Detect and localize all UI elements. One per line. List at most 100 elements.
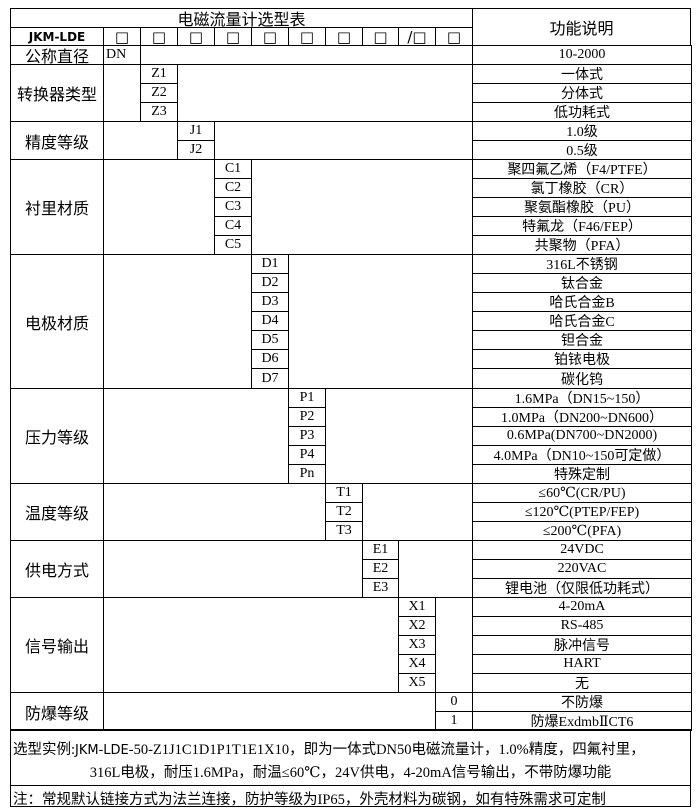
option-description: 4.0MPa（DN10~150可定做） [472,445,692,465]
option-description: 脉冲信号 [472,635,692,655]
option-code: T1 [325,483,363,503]
option-description: 钽合金 [472,330,692,350]
option-description: HART [472,654,692,674]
option-code: D1 [251,254,289,274]
option-description: 哈氏合金B [472,292,692,312]
option-code: C2 [214,178,252,198]
section-label: 精度等级 [10,121,104,160]
option-description: 0.5级 [472,140,692,160]
section-label: 防爆等级 [10,692,104,731]
section-label: 温度等级 [10,483,104,541]
option-code: D3 [251,292,289,312]
note: 注：常规默认链接方式为法兰连接，防护等级为IP65，外壳材料为碳钢，如有特殊需求… [10,785,691,808]
selection-example: 选型实例:JKM-LDE-50-Z1J1C1D1P1T1E1X10，即为一体式D… [10,729,691,786]
code-box-placeholder: /□ [398,27,436,46]
option-description: 1.6MPa（DN15~150） [472,388,692,408]
section-label: 压力等级 [10,388,104,484]
section-label: 供电方式 [10,540,104,598]
section-label: 转换器类型 [10,64,104,122]
option-code: X2 [398,616,436,636]
option-description: 一体式 [472,64,692,84]
option-description: 10-2000 [472,45,692,65]
code-box-placeholder: □ [103,27,141,46]
empty-cell [103,64,141,122]
option-description: 防爆ExdmbⅡCT6 [472,711,692,731]
empty-cell [177,64,473,122]
option-description: RS-485 [472,616,692,636]
option-code: 1 [435,711,473,731]
note-text: 注：常规默认链接方式为法兰连接，防护等级为IP65，外壳材料为碳钢，如有特殊需求… [13,792,606,808]
example-model: JKM-LDE [75,743,129,758]
option-description: 220VAC [472,559,692,579]
empty-cell [103,254,252,389]
option-code: E2 [362,559,399,579]
option-code: D5 [251,330,289,350]
model-prefix: JKM-LDE [10,27,104,46]
option-code: J2 [177,140,215,160]
option-code: X4 [398,654,436,674]
empty-cell [103,483,326,541]
option-description: 共聚物（PFA） [472,235,692,255]
option-description: 无 [472,673,692,693]
option-description: 0.6MPa(DN700~DN2000) [472,426,692,446]
option-description: ≤120℃(PTEP/FEP) [472,502,692,522]
empty-cell [103,121,178,160]
section-label: 电极材质 [10,254,104,389]
option-description: ≤200℃(PFA) [472,521,692,541]
option-description: 锂电池（仅限低功耗式） [472,578,692,598]
empty-cell [103,388,289,484]
option-description: 24VDC [472,540,692,560]
option-code: T3 [325,521,363,541]
option-code: C4 [214,216,252,236]
example-line-2: 316L电极，耐压1.6MPa，耐温≤60℃，24V供电，4-20mA信号输出，… [89,765,612,781]
code-box-placeholder: □ [325,27,363,46]
example-prefix: 选型实例: [13,742,76,758]
example-code: -50-Z1J1C1D1P1T1E1X10，即为一体式DN50电磁流量计，1.0… [128,742,645,758]
empty-cell [435,597,473,693]
option-description: 不防爆 [472,692,692,712]
option-description: 钛合金 [472,273,692,293]
option-code: D6 [251,349,289,369]
empty-cell [103,540,363,598]
section-label: 公称直径 [10,45,104,65]
code-box-placeholder: □ [362,27,399,46]
option-description: 聚四氟乙烯（F4/PTFE） [472,159,692,179]
option-description: 分体式 [472,83,692,103]
option-code: P2 [288,407,326,427]
empty-cell [103,159,215,255]
empty-cell [103,692,436,731]
option-description: ≤60℃(CR/PU) [472,483,692,503]
option-code: Z2 [140,83,178,103]
option-code: X1 [398,597,436,617]
empty-cell [140,45,473,65]
option-code: E3 [362,578,399,598]
option-code: X3 [398,635,436,655]
section-label: 信号输出 [10,597,104,693]
option-description: 铂铱电极 [472,349,692,369]
code-box-placeholder: □ [140,27,178,46]
code-box-placeholder: □ [435,27,473,46]
option-description: 特殊定制 [472,464,692,484]
code-box-placeholder: □ [288,27,326,46]
empty-cell [362,483,473,541]
option-code: T2 [325,502,363,522]
option-code: P3 [288,426,326,446]
code-box-placeholder: □ [214,27,252,46]
option-code: E1 [362,540,399,560]
empty-cell [214,121,473,160]
option-description: 氯丁橡胶（CR） [472,178,692,198]
empty-cell [398,540,473,598]
function-description-header: 功能说明 [472,8,691,46]
option-code: D2 [251,273,289,293]
option-code: C5 [214,235,252,255]
option-description: 1.0MPa（DN200~DN600） [472,407,692,427]
code-box-placeholder: □ [177,27,215,46]
table-title: 电磁流量计选型表 [10,8,473,28]
empty-cell [251,159,473,255]
option-code: C3 [214,197,252,217]
option-code: Z1 [140,64,178,84]
empty-cell [288,254,473,389]
option-description: 碳化钨 [472,368,692,389]
option-code: P1 [288,388,326,408]
empty-cell [103,597,399,693]
